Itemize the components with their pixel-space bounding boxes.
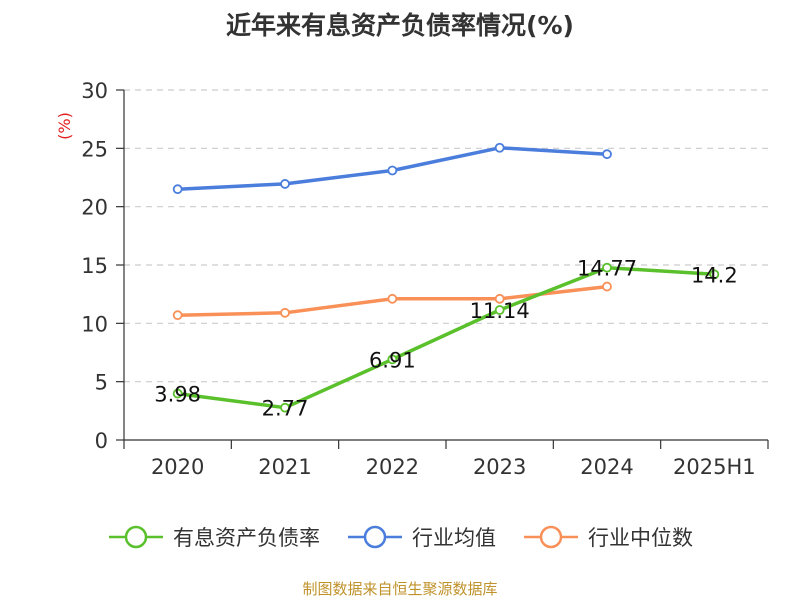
data-point: [280, 307, 290, 318]
y-tick-label: 15: [81, 254, 108, 278]
data-point: [602, 262, 612, 273]
data-label: 3.98: [154, 383, 201, 407]
y-tick-label: 25: [81, 137, 108, 161]
legend-item[interactable]: 有息资产负债率: [107, 522, 320, 552]
data-point: [172, 184, 183, 195]
y-tick-label: 10: [81, 312, 108, 336]
legend: 有息资产负债率 行业均值 行业中位数: [0, 520, 800, 554]
data-point: [709, 269, 720, 280]
legend-swatch-icon: [348, 525, 402, 549]
data-point: [494, 305, 505, 315]
series-layer: [172, 142, 720, 413]
data-label: 14.77: [577, 257, 637, 281]
data-label: 11.14: [470, 299, 530, 323]
y-axis-label: (%): [55, 112, 74, 140]
source-note: 制图数据来自恒生聚源数据库: [302, 580, 498, 598]
x-tick-label: 2021: [258, 455, 311, 479]
data-point: [280, 402, 290, 413]
data-point: [172, 388, 183, 399]
chart-title: 近年来有息资产负债率情况(%): [226, 11, 574, 40]
data-label: 6.91: [369, 348, 416, 372]
y-tick-label: 20: [81, 196, 108, 220]
y-tick-label: 30: [81, 79, 108, 103]
data-point: [387, 354, 398, 365]
data-point: [387, 293, 398, 304]
legend-item[interactable]: 行业均值: [346, 522, 496, 552]
y-tick-label: 5: [95, 371, 108, 395]
data-point: [602, 281, 612, 292]
gridlines: [124, 89, 768, 383]
data-point: [280, 179, 290, 189]
series-line: [177, 265, 715, 410]
legend-label: 有息资产负债率: [173, 526, 320, 550]
axes: 0 5 10 15 20 25 30 (%) 2020 2021 2022 2023 2024 2025H…: [55, 79, 769, 479]
data-labels: 3.98 2.77 6.91 11.14 14.77 14.2: [154, 257, 737, 421]
data-point: [387, 165, 398, 176]
data-point: [494, 142, 505, 153]
data-point: [172, 310, 183, 321]
legend-swatch-icon: [524, 525, 578, 549]
x-tick-label: 2024: [580, 455, 633, 479]
y-tick-label: 0: [95, 429, 108, 453]
legend-item[interactable]: 行业中位数: [522, 522, 693, 552]
x-tick-label: 2022: [366, 455, 419, 479]
legend-label: 行业均值: [412, 526, 496, 550]
data-label: 14.2: [691, 263, 738, 287]
x-tick-label: 2020: [151, 455, 204, 479]
x-tick-label: 2023: [473, 455, 526, 479]
data-label: 2.77: [262, 397, 309, 421]
x-tick-label: 2025H1: [673, 455, 756, 479]
data-point: [494, 293, 505, 304]
legend-label: 行业中位数: [588, 526, 693, 550]
data-point: [602, 149, 612, 160]
legend-swatch-icon: [109, 525, 163, 549]
